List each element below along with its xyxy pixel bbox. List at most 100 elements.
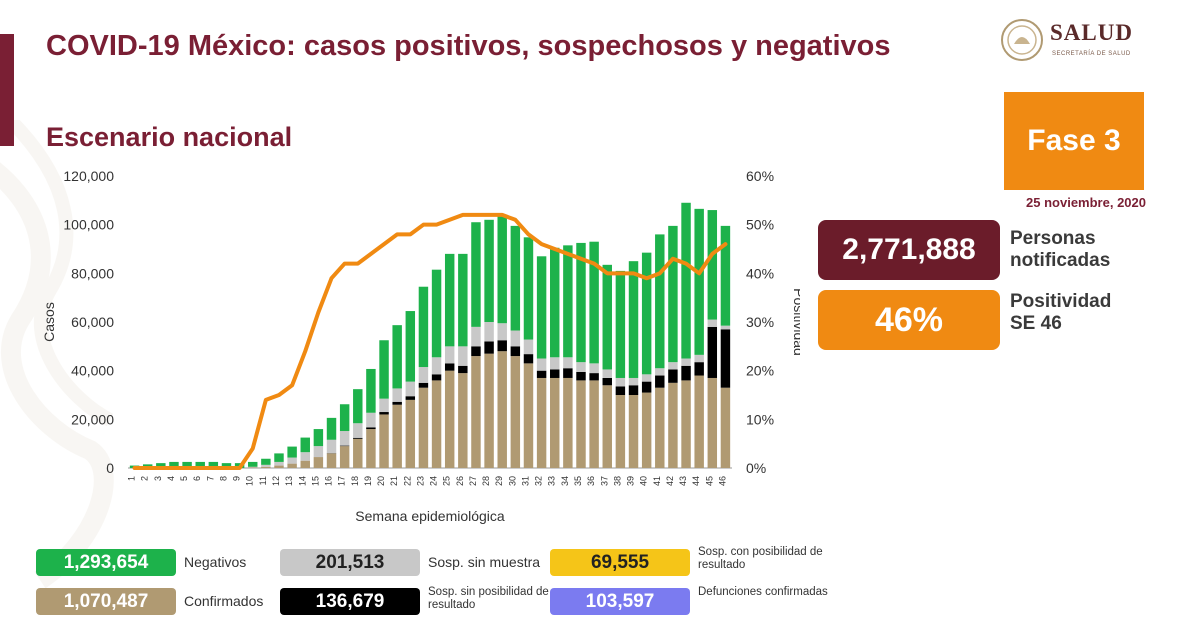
legend-negativos-label: Negativos	[184, 554, 247, 570]
y-tick-label: 100,000	[63, 217, 114, 233]
bar-segment	[261, 466, 271, 468]
bar-segment	[510, 225, 521, 331]
bar-segment	[444, 363, 455, 371]
bar-segment	[418, 382, 429, 388]
bar-segment	[576, 362, 586, 372]
bar-segment	[641, 381, 652, 393]
bar-segment	[405, 399, 416, 468]
x-tick-label: 33	[547, 476, 557, 486]
x-tick-label: 4	[166, 476, 176, 481]
bar-segment	[248, 461, 258, 467]
bar-segment	[536, 370, 547, 378]
bar-segment	[563, 368, 573, 378]
bar-segment	[431, 380, 442, 468]
bar-segment	[300, 437, 310, 453]
bar-segment	[274, 461, 284, 466]
x-axis-label: Semana epidemiológica	[355, 508, 505, 524]
x-tick-label: 15	[310, 476, 320, 486]
bar-segment	[589, 380, 599, 468]
legend-conposibilidad-label: Sosp. con posibilidad de resultado	[698, 546, 823, 571]
y-axis-label: Casos	[41, 302, 57, 342]
bar-segment	[576, 380, 586, 468]
y-tick-label: 40,000	[71, 363, 114, 379]
x-tick-label: 43	[678, 476, 688, 486]
bar-segment	[694, 208, 704, 355]
legend-defunciones-value: 103,597	[550, 588, 690, 615]
legend-sinposibilidad-value: 136,679	[280, 588, 420, 615]
y-tick-label: 120,000	[63, 168, 114, 184]
logo-name: SALUD	[1050, 20, 1133, 45]
positivity-line	[132, 212, 728, 470]
bar-segment	[182, 461, 192, 468]
bar-segment	[392, 404, 402, 468]
x-tick-label: 25	[442, 476, 452, 486]
x-tick-label: 12	[271, 476, 281, 486]
bar-segment	[497, 323, 507, 341]
bar-segment	[655, 234, 665, 369]
kpi-notified-label-line1: Personas	[1010, 228, 1096, 249]
bar-segment	[287, 457, 297, 464]
bar-segment	[655, 387, 665, 468]
bar-segment	[576, 371, 586, 381]
cases-chart: 0 20,000 40,000 60,000 80,000 100,000 120,000 0…	[41, 168, 800, 524]
bar-segment	[497, 351, 507, 468]
x-tick-label: 1	[127, 476, 137, 481]
x-tick-label: 38	[612, 476, 622, 486]
kpi-positivity-label-line1: Positividad	[1010, 291, 1112, 312]
bar-segment	[248, 466, 258, 468]
bar-segment	[392, 325, 402, 389]
bar-segment	[615, 377, 626, 387]
y2-tick-label: 30%	[746, 314, 774, 330]
legend-confirmados-label: Confirmados	[184, 593, 264, 609]
x-tick-label: 9	[232, 476, 242, 481]
bar-segment	[550, 247, 560, 358]
x-tick-label: 30	[507, 476, 517, 486]
x-tick-label: 39	[626, 476, 636, 486]
x-tick-label: 45	[704, 476, 714, 486]
bar-segment	[392, 401, 402, 405]
bar-segment	[169, 461, 179, 468]
x-tick-label: 40	[639, 476, 649, 486]
x-tick-label: 6	[192, 476, 202, 481]
bar-segment	[655, 375, 665, 388]
bar-segment	[550, 357, 560, 370]
bar-segment	[366, 368, 376, 413]
x-tick-label: 16	[324, 476, 334, 486]
bar-segment	[668, 382, 678, 468]
y2-tick-label: 50%	[746, 217, 774, 233]
x-tick-label: 23	[415, 476, 425, 486]
bar-segment	[668, 369, 678, 383]
bar-segment	[576, 242, 586, 363]
bar-segment	[628, 261, 639, 378]
y-tick-label: 60,000	[71, 314, 114, 330]
bar-segment	[536, 256, 547, 359]
y2-tick-label: 0%	[746, 460, 766, 476]
x-tick-label: 31	[520, 476, 530, 486]
bar-segment	[458, 373, 468, 468]
bar-segment	[615, 386, 626, 395]
x-tick-label: 44	[691, 476, 701, 486]
bar-segment	[392, 388, 402, 402]
legend-confirmados-value: 1,070,487	[36, 588, 176, 615]
bar-segment	[641, 252, 652, 375]
x-tick-label: 14	[297, 476, 307, 486]
kpi-notified-label: Personas notificadas	[1010, 228, 1110, 272]
x-tick-label: 11	[258, 476, 268, 485]
x-tick-label: 26	[455, 476, 465, 486]
bar-segment	[339, 404, 350, 432]
bar-segment	[444, 253, 455, 347]
bar-segment	[471, 222, 481, 327]
bar-segment	[208, 461, 219, 468]
bar-segment	[484, 219, 494, 322]
y2-tick-label: 40%	[746, 265, 774, 281]
x-tick-label: 32	[534, 476, 544, 486]
y2-axis-label: Positividad	[791, 288, 800, 356]
bar-segment	[418, 367, 429, 383]
bar-segment	[720, 225, 731, 326]
bar-segment	[221, 463, 232, 468]
bar-segment	[720, 325, 731, 330]
bar-segment	[615, 270, 626, 378]
bar-segment	[668, 225, 678, 363]
bar-segment	[274, 465, 284, 468]
bar-segment	[641, 374, 652, 382]
